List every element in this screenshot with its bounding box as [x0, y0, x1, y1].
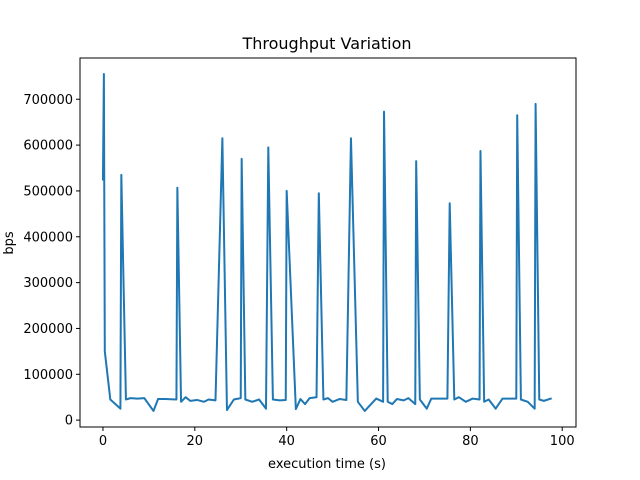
x-tick-label: 100 [550, 434, 575, 449]
y-tick-label: 0 [65, 414, 73, 429]
x-tick-label: 20 [187, 434, 204, 449]
x-tick-label: 40 [278, 434, 295, 449]
x-tick-label: 0 [99, 434, 107, 449]
series-line-0 [101, 73, 553, 412]
x-tick-label: 80 [462, 434, 479, 449]
y-tick-label: 200000 [23, 322, 73, 337]
chart-title: Throughput Variation [241, 34, 411, 53]
y-axis-label: bps [2, 231, 17, 255]
y-tick-label: 600000 [23, 139, 73, 154]
axes-frame [79, 57, 577, 428]
y-tick-label: 500000 [23, 184, 73, 199]
x-axis-label: execution time (s) [268, 457, 386, 472]
y-tick-label: 400000 [23, 230, 73, 245]
y-tick-label: 300000 [23, 276, 73, 291]
plot-area: 0 20 40 60 80 100 0 100000 200000 300000 400000 500… [23, 57, 577, 449]
y-tick-label: 700000 [23, 93, 73, 108]
x-tick-label: 60 [370, 434, 387, 449]
y-tick-label: 100000 [23, 368, 73, 383]
